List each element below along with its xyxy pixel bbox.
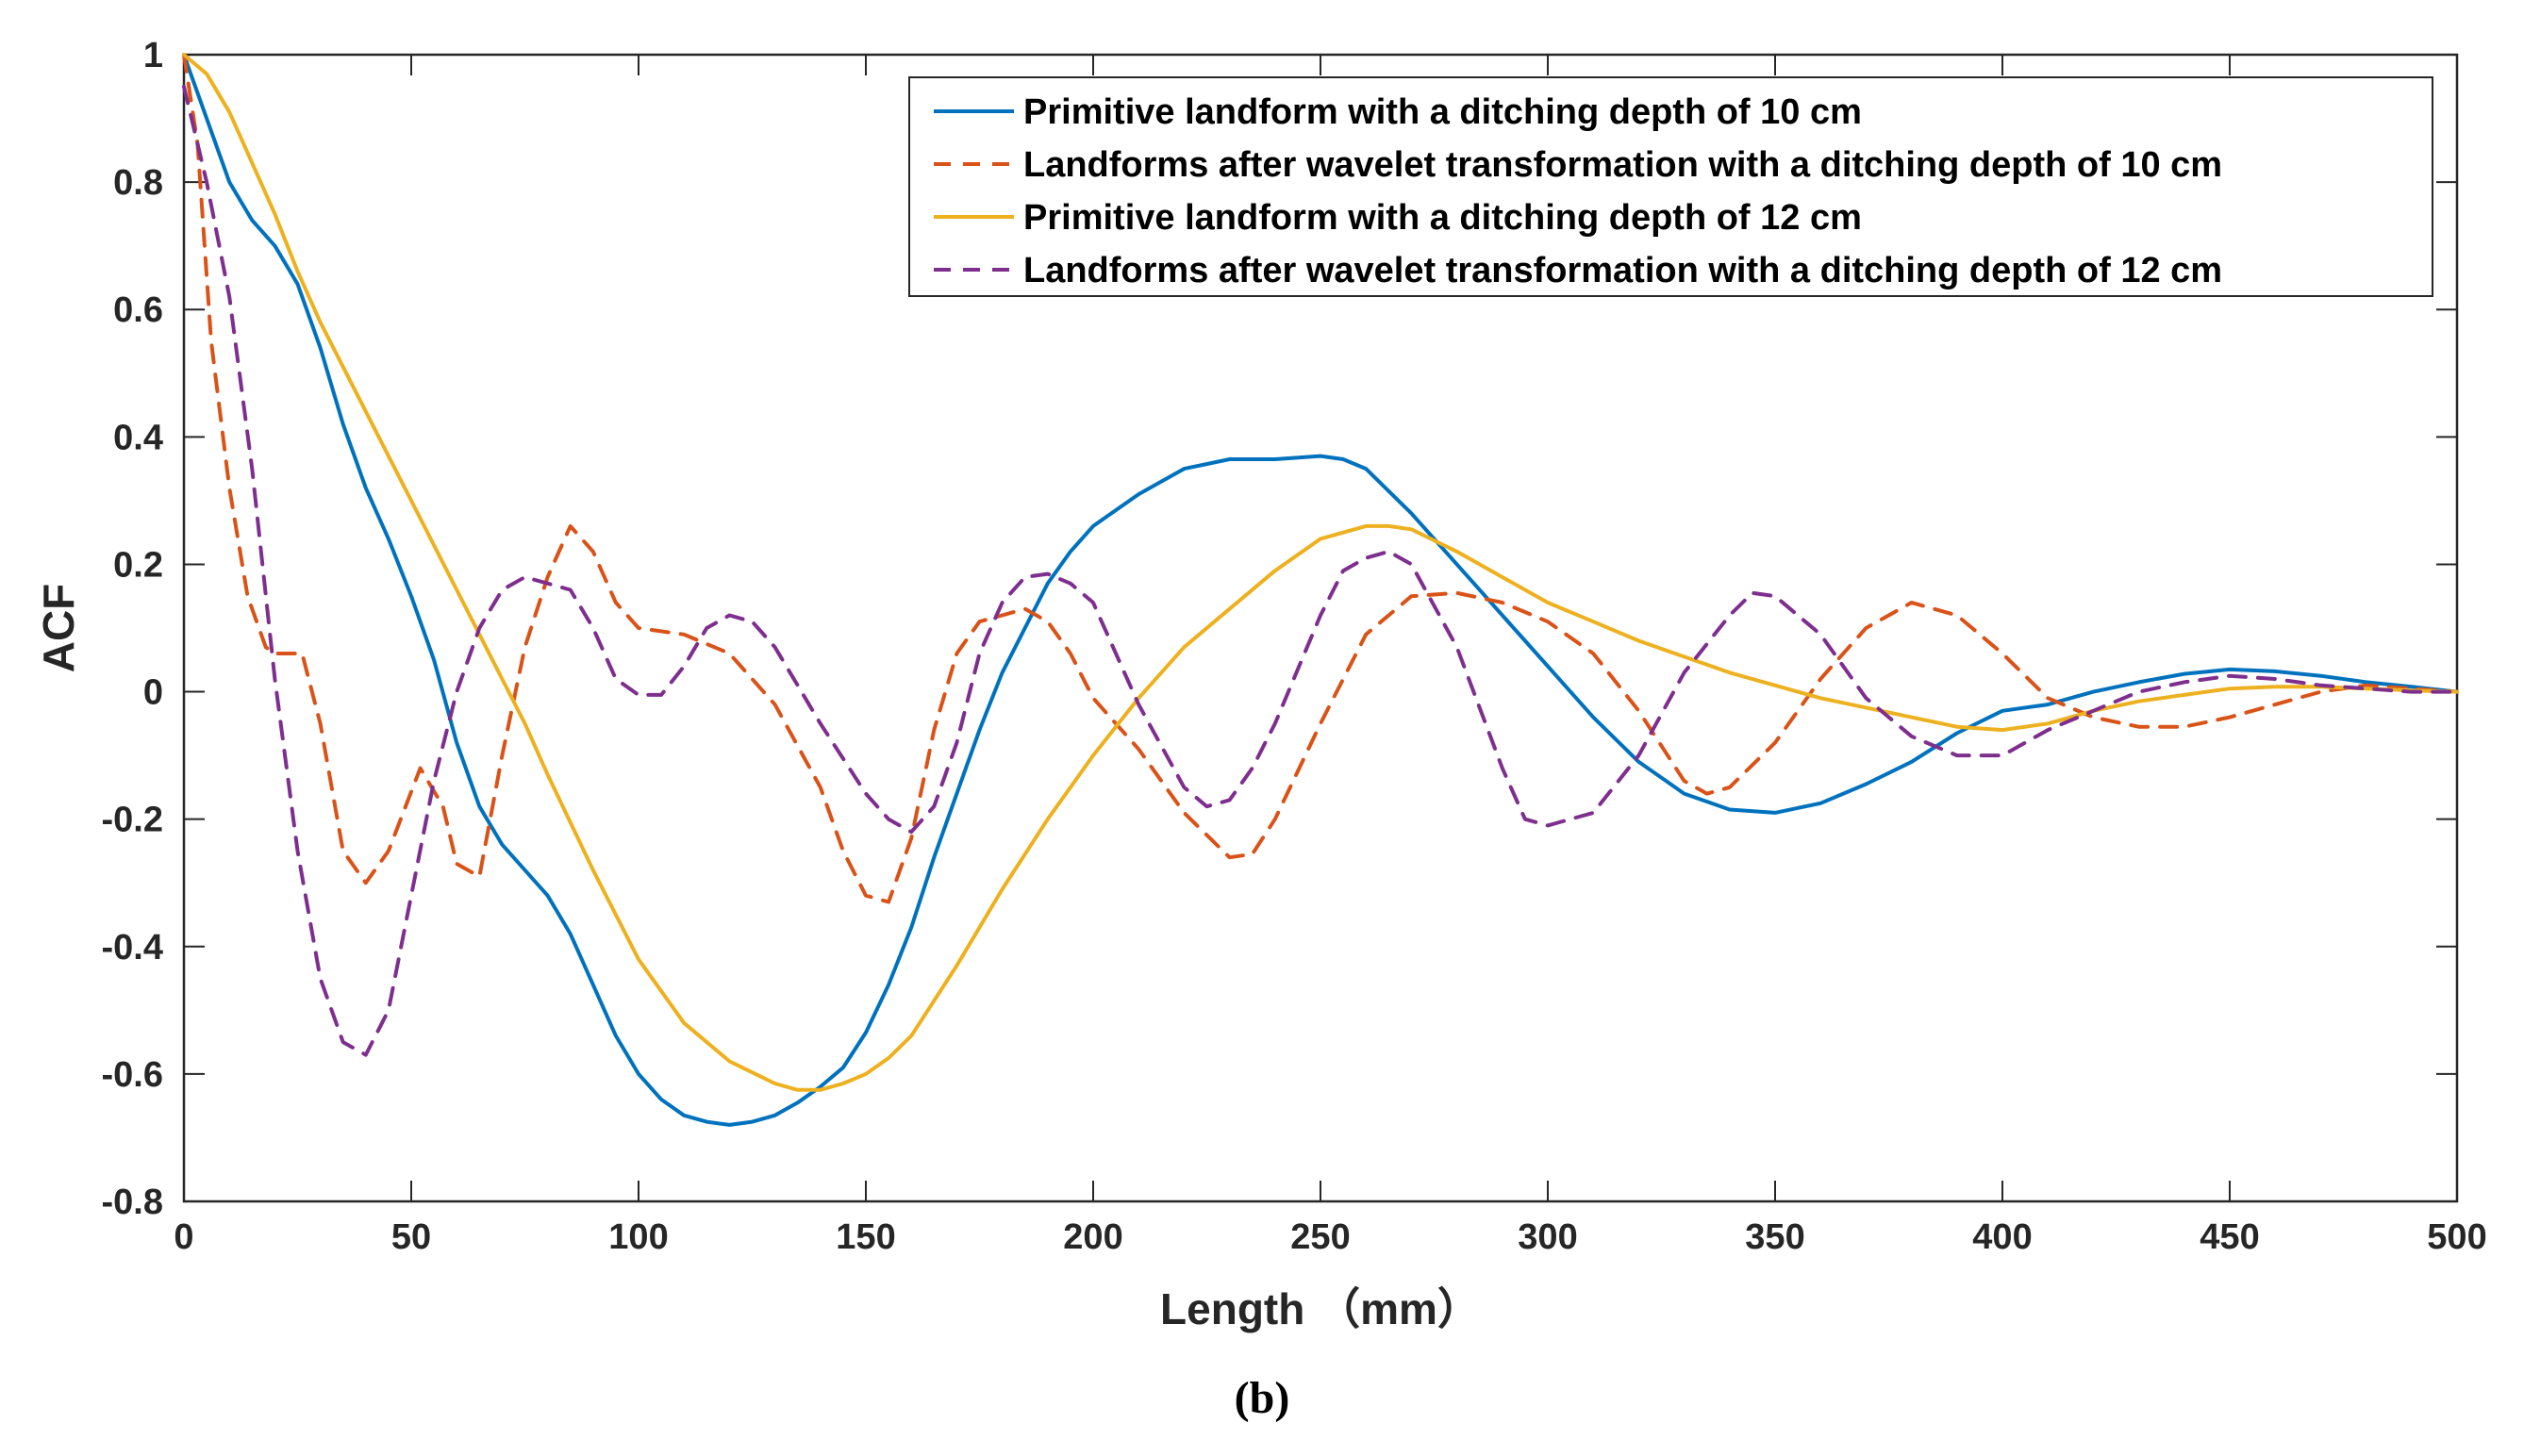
axis-ticks: 0 50 100 150 200 250 300 350 400 450 500 -0.8 -0.6 -0… bbox=[102, 36, 2487, 1257]
y-tick-label: -0.4 bbox=[102, 928, 163, 968]
legend-box bbox=[908, 76, 2433, 297]
x-tick-label: 100 bbox=[608, 1217, 668, 1257]
y-axis-title: ACF bbox=[34, 584, 83, 673]
series-line-2 bbox=[182, 53, 2459, 904]
x-tick-label: 300 bbox=[1518, 1217, 1577, 1257]
y-tick-label: -0.8 bbox=[102, 1183, 163, 1222]
legend: Primitive landform with a ditching depth… bbox=[908, 76, 2433, 297]
x-tick-label: 500 bbox=[2427, 1217, 2486, 1257]
legend-label-2: Landforms after wavelet transformation w… bbox=[1023, 145, 2222, 185]
y-tick-label: 0.6 bbox=[113, 290, 163, 330]
series-line-1 bbox=[182, 53, 2459, 1127]
legend-label-4: Landforms after wavelet transformation w… bbox=[1023, 251, 2222, 290]
x-tick-label: 400 bbox=[1972, 1217, 2032, 1257]
x-tick-label: 250 bbox=[1290, 1217, 1350, 1257]
legend-label-3: Primitive landform with a ditching depth… bbox=[1023, 198, 1862, 238]
y-tick-label: 1 bbox=[143, 36, 163, 75]
x-tick-label: 50 bbox=[391, 1217, 431, 1257]
y-tick-label: -0.6 bbox=[102, 1055, 163, 1095]
series-line-4 bbox=[182, 84, 2459, 1057]
y-tick-label: 0.4 bbox=[113, 418, 163, 457]
y-tick-label: 0.8 bbox=[113, 163, 163, 203]
y-tick-label: 0 bbox=[143, 673, 163, 713]
y-tick-label: 0.2 bbox=[113, 545, 163, 585]
x-tick-label: 0 bbox=[174, 1217, 193, 1257]
y-tick-label: -0.2 bbox=[102, 801, 163, 840]
x-tick-label: 200 bbox=[1063, 1217, 1122, 1257]
x-axis-title: Length （mm） bbox=[1160, 1284, 1481, 1333]
figure-caption: (b) bbox=[1235, 1373, 1290, 1423]
legend-label-1: Primitive landform with a ditching depth… bbox=[1023, 92, 1862, 132]
series-layer bbox=[182, 53, 2459, 1127]
x-tick-label: 350 bbox=[1745, 1217, 1804, 1257]
x-tick-label: 150 bbox=[836, 1217, 895, 1257]
x-tick-label: 450 bbox=[2200, 1217, 2259, 1257]
series-line-3 bbox=[182, 53, 2459, 1092]
